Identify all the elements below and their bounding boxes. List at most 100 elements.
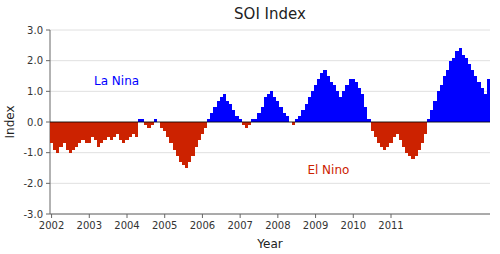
bar — [147, 122, 150, 128]
tick-label: 2002 — [39, 220, 64, 231]
grid-line — [50, 30, 490, 31]
bar — [342, 91, 345, 122]
tick-label: 2003 — [77, 220, 102, 231]
bar — [201, 122, 204, 134]
bar — [154, 119, 157, 122]
bar — [116, 122, 119, 134]
bar — [440, 85, 443, 122]
tick-label: 2010 — [341, 220, 366, 231]
grid-line — [50, 60, 490, 61]
bar — [75, 122, 78, 147]
bar — [415, 122, 418, 156]
bar — [418, 122, 421, 150]
bar — [292, 122, 295, 125]
tick-label: -3.0 — [23, 209, 43, 220]
annotation: La Nina — [94, 74, 139, 88]
bar — [383, 122, 386, 150]
bar — [355, 82, 358, 122]
bar — [257, 113, 260, 122]
bar — [204, 122, 207, 128]
tick-mark — [202, 214, 203, 218]
bar — [380, 122, 383, 147]
bar — [103, 122, 106, 140]
tick-label: 2006 — [190, 220, 215, 231]
tick-mark — [46, 122, 50, 123]
tick-label: 2011 — [378, 220, 403, 231]
bar — [393, 122, 396, 137]
bar — [399, 122, 402, 140]
tick-mark — [51, 214, 52, 218]
bar — [129, 122, 132, 137]
bar — [433, 101, 436, 122]
tick-mark — [89, 214, 90, 218]
bar — [437, 91, 440, 122]
bar — [345, 85, 348, 122]
bar — [151, 122, 154, 125]
bar — [377, 122, 380, 143]
bar — [465, 58, 468, 122]
bar — [261, 107, 264, 122]
bar — [132, 122, 135, 134]
bar — [474, 76, 477, 122]
bar — [267, 94, 270, 122]
bar — [69, 122, 72, 153]
bar — [339, 97, 342, 122]
bar — [50, 122, 53, 143]
bar — [333, 85, 336, 122]
bar — [166, 122, 169, 137]
bar — [56, 122, 59, 153]
bar — [242, 122, 245, 125]
bar — [405, 122, 408, 153]
bar — [254, 119, 257, 122]
axes: -3.0-2.0-1.00.01.02.03.02002200320042005… — [23, 25, 490, 232]
bar — [314, 85, 317, 122]
bar — [122, 122, 125, 143]
bar — [361, 94, 364, 122]
tick-mark — [46, 152, 50, 153]
bar — [298, 116, 301, 122]
grid-line — [50, 152, 490, 153]
bar — [481, 88, 484, 122]
bar — [248, 122, 251, 125]
bar — [251, 119, 254, 122]
bar — [358, 88, 361, 122]
bar — [305, 104, 308, 122]
bar — [320, 73, 323, 122]
bar — [185, 122, 188, 168]
bar — [471, 70, 474, 122]
x-label: Year — [256, 237, 282, 251]
grid-line — [50, 214, 490, 215]
bar — [210, 113, 213, 122]
bar — [389, 122, 392, 143]
bar — [402, 122, 405, 147]
bar — [160, 122, 163, 128]
bar — [323, 70, 326, 122]
bar — [459, 48, 462, 122]
bar — [308, 97, 311, 122]
bar — [264, 97, 267, 122]
bar — [119, 122, 122, 140]
bar — [286, 116, 289, 122]
bar — [452, 58, 455, 122]
bar — [163, 122, 166, 131]
bar — [330, 82, 333, 122]
bar — [336, 91, 339, 122]
tick-label: 1.0 — [27, 86, 43, 97]
bar — [207, 119, 210, 122]
bar — [191, 122, 194, 156]
bar — [217, 101, 220, 122]
bar — [421, 122, 424, 143]
bar — [232, 110, 235, 122]
bar — [396, 122, 399, 134]
bar — [81, 122, 84, 140]
annotation: El Nino — [307, 163, 349, 177]
bar — [449, 61, 452, 122]
tick-mark — [46, 91, 50, 92]
bar — [446, 70, 449, 122]
bar — [245, 122, 248, 128]
bar — [141, 119, 144, 122]
bar — [107, 122, 110, 137]
tick-mark — [391, 214, 392, 218]
bar — [176, 122, 179, 156]
x-axis — [50, 214, 490, 215]
